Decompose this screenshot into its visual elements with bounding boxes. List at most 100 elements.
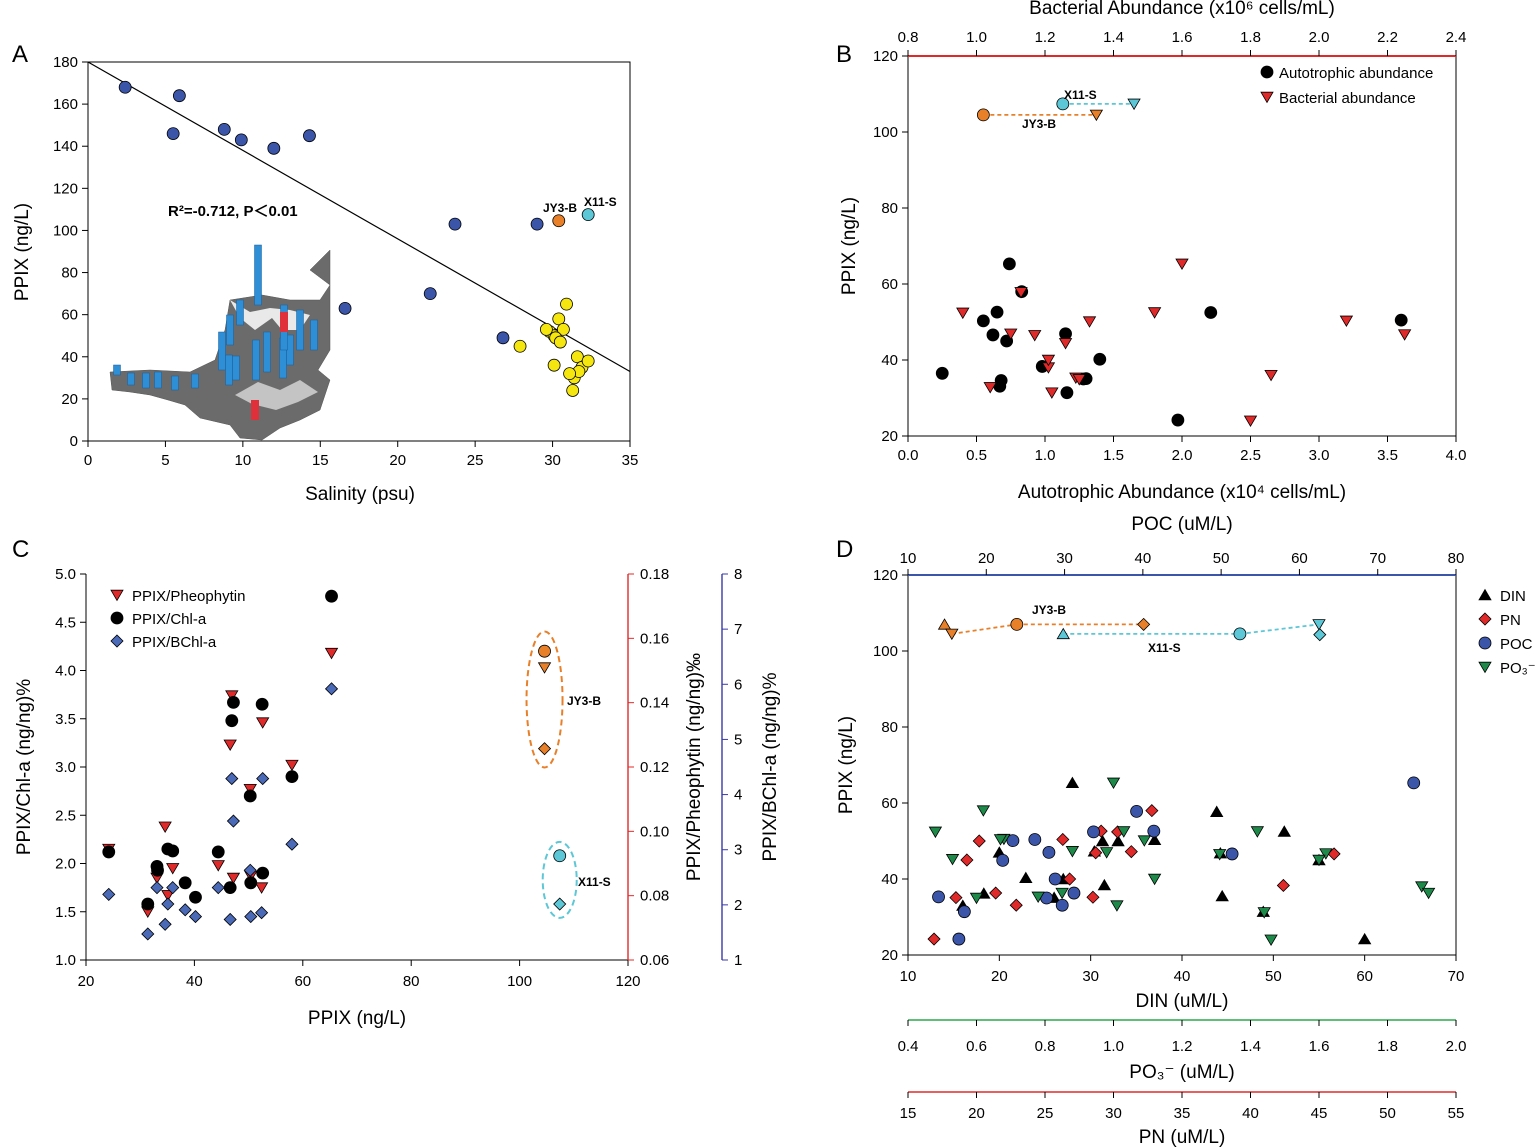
point-d-poc bbox=[1042, 846, 1056, 859]
inset-station-bar-red bbox=[280, 312, 288, 332]
point-d-pn bbox=[1145, 804, 1159, 818]
point-d-po3 bbox=[1319, 848, 1333, 860]
x-tick-label-b: 2.0 bbox=[1172, 447, 1193, 464]
y-tick-label-a: 100 bbox=[53, 222, 78, 239]
point-d-din bbox=[1147, 833, 1162, 846]
point-b-autotrophic bbox=[1093, 352, 1107, 366]
x4-tick-label-d: 55 bbox=[1448, 1105, 1465, 1122]
y-tick-label-d: 100 bbox=[873, 643, 898, 660]
y2-tick-label-c: 0.06 bbox=[640, 952, 669, 969]
point-c-chla bbox=[243, 789, 257, 803]
point-d-poc bbox=[1407, 776, 1421, 790]
y2-tick-label-c: 0.12 bbox=[640, 759, 669, 776]
point-d-pn bbox=[972, 834, 986, 848]
point-b-autotrophic bbox=[1171, 413, 1185, 427]
x-axis-title-d: DIN (uM/L) bbox=[1136, 991, 1229, 1012]
point-c-chla bbox=[244, 876, 258, 890]
y-tick-label-c: 2.0 bbox=[55, 856, 76, 873]
point-d-po3 bbox=[928, 826, 943, 839]
point-c-chla bbox=[211, 845, 225, 859]
point-d-po3 bbox=[1257, 907, 1271, 919]
x-tick-label-b: 0.5 bbox=[966, 447, 987, 464]
x2-tick-label-b: 1.8 bbox=[1240, 29, 1261, 46]
point-d-po3 bbox=[1264, 934, 1278, 946]
point-a-group2 bbox=[557, 323, 570, 336]
point-d-po3 bbox=[1106, 777, 1121, 790]
regression-stat-a: R²=-0.712, P＜0.01 bbox=[168, 203, 298, 220]
x4-tick-label-d: 50 bbox=[1379, 1105, 1396, 1122]
point-b-autotrophic bbox=[976, 314, 990, 328]
panel-letter-d: D bbox=[836, 536, 853, 563]
point-b-bacterial bbox=[1397, 329, 1412, 341]
point-b-bacterial bbox=[1147, 307, 1162, 319]
point-c-pheophytin bbox=[223, 739, 237, 751]
pair-label-x11s-b: X11-S bbox=[1064, 88, 1097, 102]
pair-link-d-x11s bbox=[1239, 623, 1320, 635]
point-d-po3 bbox=[976, 805, 991, 817]
point-c-bchla bbox=[324, 682, 339, 696]
pair-po3-d-jy3b bbox=[945, 628, 959, 641]
inset-station-bar bbox=[191, 373, 199, 389]
point-c-bchla bbox=[102, 887, 116, 901]
point-d-pn bbox=[1086, 890, 1100, 904]
pair-label-jy3b-b: JY3-B bbox=[1022, 117, 1056, 131]
x2-tick-label-b: 1.4 bbox=[1103, 29, 1124, 46]
y2-tick-label-c: 0.16 bbox=[640, 630, 669, 647]
y-tick-label-b: 120 bbox=[873, 48, 898, 65]
point-b-bacterial bbox=[1014, 287, 1028, 299]
marks-layer bbox=[87, 61, 1492, 946]
inset-water bbox=[230, 300, 310, 330]
point-d-poc bbox=[1130, 804, 1143, 818]
x3-tick-label-d: 1.0 bbox=[1103, 1038, 1124, 1055]
point-c-bchla bbox=[150, 881, 164, 895]
y2-tick-label-c: 0.14 bbox=[640, 695, 669, 712]
point-c-pheophytin bbox=[324, 647, 339, 660]
x3-tick-label-d: 1.2 bbox=[1172, 1038, 1193, 1055]
point-d-din bbox=[1019, 871, 1033, 884]
y-tick-label-a: 60 bbox=[61, 307, 78, 324]
pair-label-jy3b-d: JY3-B bbox=[1032, 603, 1066, 617]
highlight-c-jy3b-chla bbox=[538, 644, 551, 658]
point-d-pn bbox=[949, 891, 963, 905]
point-d-din bbox=[1277, 825, 1291, 837]
point-a-group1 bbox=[303, 129, 316, 143]
point-d-po3 bbox=[993, 834, 1008, 846]
y-tick-label-b: 40 bbox=[881, 352, 898, 369]
x3-tick-label-d: 0.6 bbox=[966, 1038, 987, 1055]
point-b-bacterial bbox=[1339, 315, 1354, 328]
point-d-pn bbox=[1063, 872, 1077, 886]
point-b-bacterial bbox=[1041, 354, 1056, 367]
legend-label-din: DIN bbox=[1500, 588, 1526, 605]
x-tick-label-a: 0 bbox=[84, 452, 92, 469]
point-d-poc bbox=[1147, 824, 1161, 838]
point-a-group2 bbox=[513, 339, 527, 353]
x-tick-label-b: 3.5 bbox=[1377, 447, 1398, 464]
x3-tick-label-d: 1.4 bbox=[1240, 1038, 1261, 1055]
highlight-label-x11s-c: X11-S bbox=[578, 875, 611, 889]
y-tick-label-a: 140 bbox=[53, 138, 78, 155]
point-d-po3 bbox=[1137, 835, 1152, 847]
point-d-poc bbox=[1225, 847, 1239, 861]
point-b-bacterial bbox=[1004, 328, 1018, 340]
y3-tick-label-c: 8 bbox=[734, 566, 742, 583]
point-b-bacterial bbox=[1243, 415, 1258, 427]
x3-tick-label-d: 1.8 bbox=[1377, 1038, 1398, 1055]
highlight-c-jy3b-bchla bbox=[537, 742, 552, 756]
x2-tick-label-b: 1.0 bbox=[966, 29, 987, 46]
y3-tick-label-c: 6 bbox=[734, 676, 742, 693]
y-tick-label-c: 4.0 bbox=[55, 663, 76, 680]
x-tick-label-b: 4.0 bbox=[1446, 447, 1467, 464]
point-a-group2 bbox=[566, 384, 580, 397]
point-c-pheophytin bbox=[226, 872, 241, 885]
point-a-group1 bbox=[423, 287, 437, 301]
legend-label-pn: PN bbox=[1500, 612, 1521, 629]
point-c-bchla bbox=[161, 897, 175, 911]
x2-tick-label-d: 50 bbox=[1213, 550, 1230, 567]
axes-layer bbox=[80, 50, 1457, 1098]
point-c-pheophytin bbox=[255, 717, 270, 729]
point-b-autotrophic bbox=[1060, 386, 1074, 400]
legend-label-poc: POC bbox=[1500, 636, 1533, 653]
pair-pn-d-x11s bbox=[1313, 628, 1327, 642]
x-tick-label-c: 100 bbox=[507, 973, 532, 990]
legend-marker-bchla bbox=[110, 634, 124, 648]
